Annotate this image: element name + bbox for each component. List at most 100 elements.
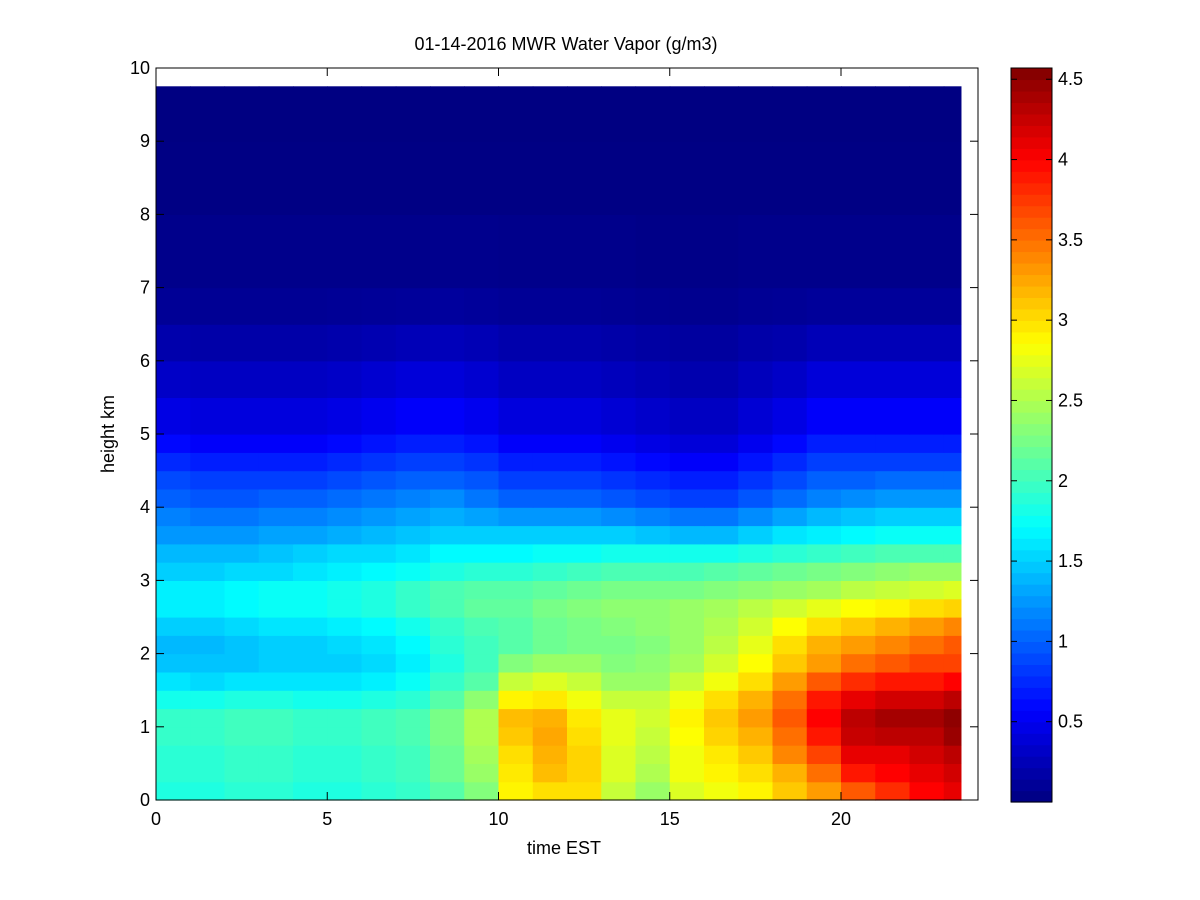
- heatmap-cell: [361, 324, 397, 362]
- heatmap-cell: [532, 690, 568, 710]
- colorbar-segment: [1011, 538, 1052, 551]
- heatmap-cell: [190, 653, 226, 673]
- heatmap-cell: [943, 525, 962, 545]
- heatmap-cell: [156, 763, 191, 783]
- heatmap-cell: [875, 141, 911, 215]
- heatmap-cell: [704, 598, 739, 618]
- heatmap-cell: [704, 543, 739, 563]
- heatmap-cell: [943, 726, 962, 746]
- x-axis: 0 5 10 15 20: [151, 68, 851, 829]
- heatmap-cell: [669, 397, 705, 435]
- heatmap-cell: [841, 214, 876, 289]
- heatmap-cell: [532, 543, 568, 563]
- heatmap-cell: [841, 86, 876, 142]
- heatmap-cell: [772, 690, 808, 710]
- heatmap-cell: [327, 562, 363, 581]
- heatmap-cell: [841, 434, 876, 453]
- colorbar-tick-label: 0.5: [1058, 712, 1083, 732]
- heatmap-cell: [361, 360, 397, 398]
- heatmap-cell: [841, 690, 876, 710]
- heatmap-cell: [704, 708, 739, 728]
- heatmap-cell: [156, 598, 191, 618]
- heatmap-cell: [532, 452, 568, 472]
- heatmap-cell: [224, 690, 260, 710]
- heatmap-cells: [156, 86, 962, 801]
- heatmap-cell: [258, 324, 294, 362]
- heatmap-cell: [635, 598, 671, 618]
- heatmap-cell: [430, 781, 465, 801]
- heatmap-cell: [909, 324, 945, 362]
- heatmap-cell: [738, 287, 774, 325]
- heatmap-cell: [841, 745, 876, 764]
- heatmap-cell: [258, 452, 294, 472]
- heatmap-cell: [532, 470, 568, 490]
- heatmap-cell: [532, 781, 568, 801]
- heatmap-cell: [190, 745, 226, 764]
- colorbar-segment: [1011, 618, 1052, 631]
- heatmap-cell: [875, 598, 911, 618]
- heatmap-cell: [567, 635, 602, 655]
- heatmap-cell: [327, 525, 363, 545]
- heatmap-cell: [601, 580, 637, 600]
- y-axis: 0 1 2 3 4 5 6 7 8 9 10: [130, 58, 978, 810]
- heatmap-cell: [190, 763, 226, 783]
- colorbar-segment: [1011, 205, 1052, 218]
- heatmap-cell: [464, 562, 500, 581]
- colorbar-segment: [1011, 171, 1052, 184]
- heatmap-cell: [841, 397, 876, 435]
- colorbar-segment: [1011, 767, 1052, 780]
- heatmap-cell: [567, 86, 602, 142]
- heatmap-cell: [738, 397, 774, 435]
- heatmap-cell: [704, 488, 739, 508]
- heatmap-cell: [669, 507, 705, 527]
- heatmap-cell: [806, 452, 842, 472]
- heatmap-cell: [464, 543, 500, 563]
- heatmap-cell: [498, 690, 534, 710]
- heatmap-cell: [601, 470, 637, 490]
- heatmap-cell: [909, 671, 945, 691]
- heatmap-cell: [875, 287, 911, 325]
- heatmap-cell: [772, 470, 808, 490]
- heatmap-cell: [738, 324, 774, 362]
- heatmap-cell: [464, 507, 500, 527]
- heatmap-cell: [841, 488, 876, 508]
- heatmap-cell: [293, 360, 328, 398]
- y-tick-label: 6: [140, 351, 150, 371]
- colorbar-segment: [1011, 744, 1052, 757]
- heatmap-cell: [224, 507, 260, 527]
- heatmap-cell: [909, 543, 945, 563]
- heatmap-cell: [875, 470, 911, 490]
- heatmap-cell: [156, 141, 191, 215]
- heatmap-cell: [806, 745, 842, 764]
- heatmap-cell: [875, 324, 911, 362]
- heatmap-cell: [738, 488, 774, 508]
- heatmap-cell: [943, 745, 962, 764]
- heatmap-cell: [258, 543, 294, 563]
- heatmap-cell: [532, 671, 568, 691]
- heatmap-cell: [841, 635, 876, 655]
- heatmap-cell: [601, 653, 637, 673]
- heatmap-cell: [601, 726, 637, 746]
- heatmap-cell: [498, 653, 534, 673]
- colorbar-segment: [1011, 389, 1052, 402]
- heatmap-cell: [190, 452, 226, 472]
- heatmap-cell: [464, 452, 500, 472]
- heatmap-cell: [943, 708, 962, 728]
- heatmap-cell: [532, 726, 568, 746]
- heatmap-cell: [567, 141, 602, 215]
- y-axis-label: height km: [98, 395, 118, 473]
- colorbar-segment: [1011, 125, 1052, 138]
- heatmap-cell: [224, 525, 260, 545]
- heatmap-cell: [430, 598, 465, 618]
- heatmap-cell: [430, 86, 465, 142]
- heatmap-cell: [498, 470, 534, 490]
- heatmap-cell: [738, 543, 774, 563]
- heatmap-cell: [293, 745, 328, 764]
- heatmap-cell: [293, 617, 328, 636]
- heatmap-cell: [361, 470, 397, 490]
- heatmap-cell: [190, 397, 226, 435]
- heatmap-cell: [395, 543, 431, 563]
- heatmap-cell: [190, 580, 226, 600]
- heatmap-cell: [943, 598, 962, 618]
- heatmap-cell: [738, 671, 774, 691]
